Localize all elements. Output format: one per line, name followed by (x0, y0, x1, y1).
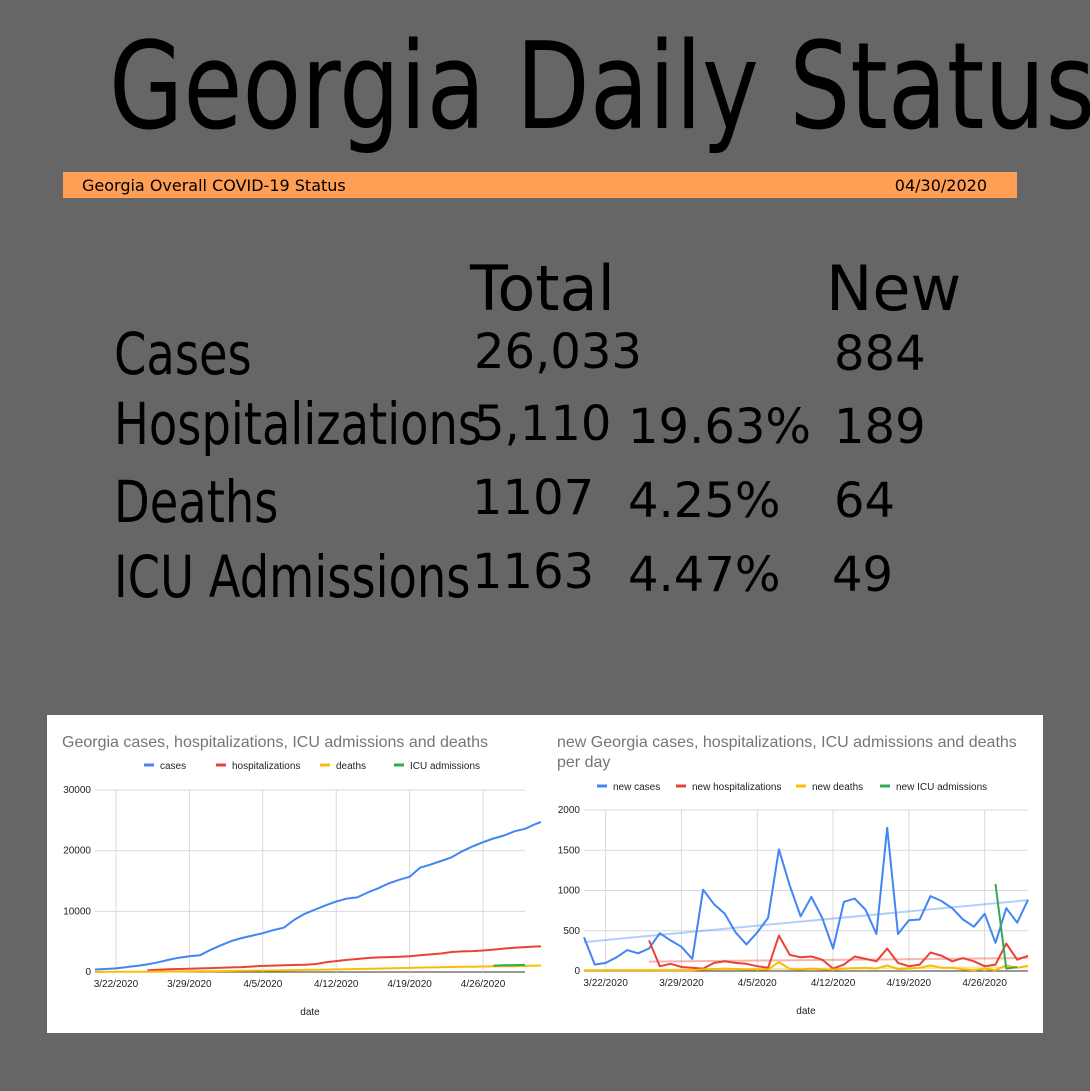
new-value: 189 (834, 399, 926, 455)
percent-value: 19.63% (628, 399, 812, 455)
x-tick-label: 4/26/2020 (962, 978, 1007, 989)
series-line (994, 883, 1018, 970)
percent-value: 4.47% (628, 547, 781, 603)
series-line (95, 964, 557, 973)
cumulative-chart: Georgia cases, hospitalizations, ICU adm… (62, 734, 599, 1018)
y-tick-label: 1000 (558, 886, 581, 897)
column-header-total: Total (470, 252, 615, 325)
x-tick-label: 3/29/2020 (659, 978, 704, 989)
total-value: 26,033 (474, 324, 642, 380)
daily-chart: new Georgia cases, hospitalizations, ICU… (557, 734, 1029, 1017)
row-label: ICU Admissions (114, 543, 471, 611)
legend-label: cases (160, 761, 186, 772)
y-tick-label: 20000 (63, 846, 91, 857)
legend-label: new hospitalizations (692, 782, 782, 793)
x-tick-label: 3/22/2020 (94, 979, 139, 990)
row-label: Hospitalizations (114, 390, 483, 458)
x-tick-label: 4/26/2020 (461, 979, 506, 990)
new-value: 884 (834, 326, 926, 382)
legend-label: ICU admissions (410, 761, 480, 772)
legend-label: deaths (336, 761, 366, 772)
series-line (493, 963, 526, 967)
chart-title: Georgia cases, hospitalizations, ICU adm… (62, 734, 488, 751)
series-line (584, 961, 1029, 972)
x-tick-label: 4/19/2020 (887, 978, 932, 989)
total-value: 1107 (472, 470, 595, 526)
percent-value: 4.25% (628, 473, 781, 529)
series-line (94, 813, 558, 971)
legend-label: new ICU admissions (896, 782, 987, 793)
legend-label: new deaths (812, 782, 863, 793)
legend-label: new cases (613, 782, 660, 793)
total-value: 1163 (472, 544, 595, 600)
x-tick-label: 4/19/2020 (387, 979, 432, 990)
x-axis-label: date (300, 1007, 320, 1018)
y-tick-label: 10000 (63, 906, 91, 917)
total-value: 5,110 (474, 396, 612, 452)
y-tick-label: 0 (574, 966, 580, 977)
status-banner: Georgia Overall COVID-19 Status 04/30/20… (63, 172, 1017, 198)
x-tick-label: 4/5/2020 (243, 979, 282, 990)
x-tick-label: 3/22/2020 (583, 978, 628, 989)
series-line (147, 940, 599, 972)
x-tick-label: 3/29/2020 (167, 979, 212, 990)
y-tick-label: 1500 (558, 845, 581, 856)
banner-date: 04/30/2020 (894, 176, 987, 195)
row-label: Deaths (114, 468, 279, 536)
banner-label: Georgia Overall COVID-19 Status (82, 176, 346, 195)
column-header-new: New (826, 252, 962, 325)
x-axis-label: date (796, 1006, 816, 1017)
chart-title: new Georgia cases, hospitalizations, ICU… (557, 734, 1017, 771)
x-tick-label: 4/12/2020 (314, 979, 359, 990)
row-label: Cases (114, 320, 252, 388)
legend-label: hospitalizations (232, 761, 300, 772)
y-tick-label: 2000 (558, 805, 581, 816)
y-tick-label: 0 (85, 967, 91, 978)
chart-panel-daily: new Georgia cases, hospitalizations, ICU… (541, 715, 1043, 1033)
y-tick-label: 30000 (63, 785, 91, 796)
x-tick-label: 4/5/2020 (738, 978, 777, 989)
page-title: Georgia Daily Status (109, 18, 1090, 157)
y-tick-label: 500 (563, 926, 580, 937)
series-line (583, 826, 1029, 966)
series-line (648, 934, 1029, 970)
new-value: 49 (832, 547, 894, 603)
x-tick-label: 4/12/2020 (811, 978, 856, 989)
new-value: 64 (834, 473, 896, 529)
chart-panel-cumulative: Georgia cases, hospitalizations, ICU adm… (47, 715, 599, 1033)
